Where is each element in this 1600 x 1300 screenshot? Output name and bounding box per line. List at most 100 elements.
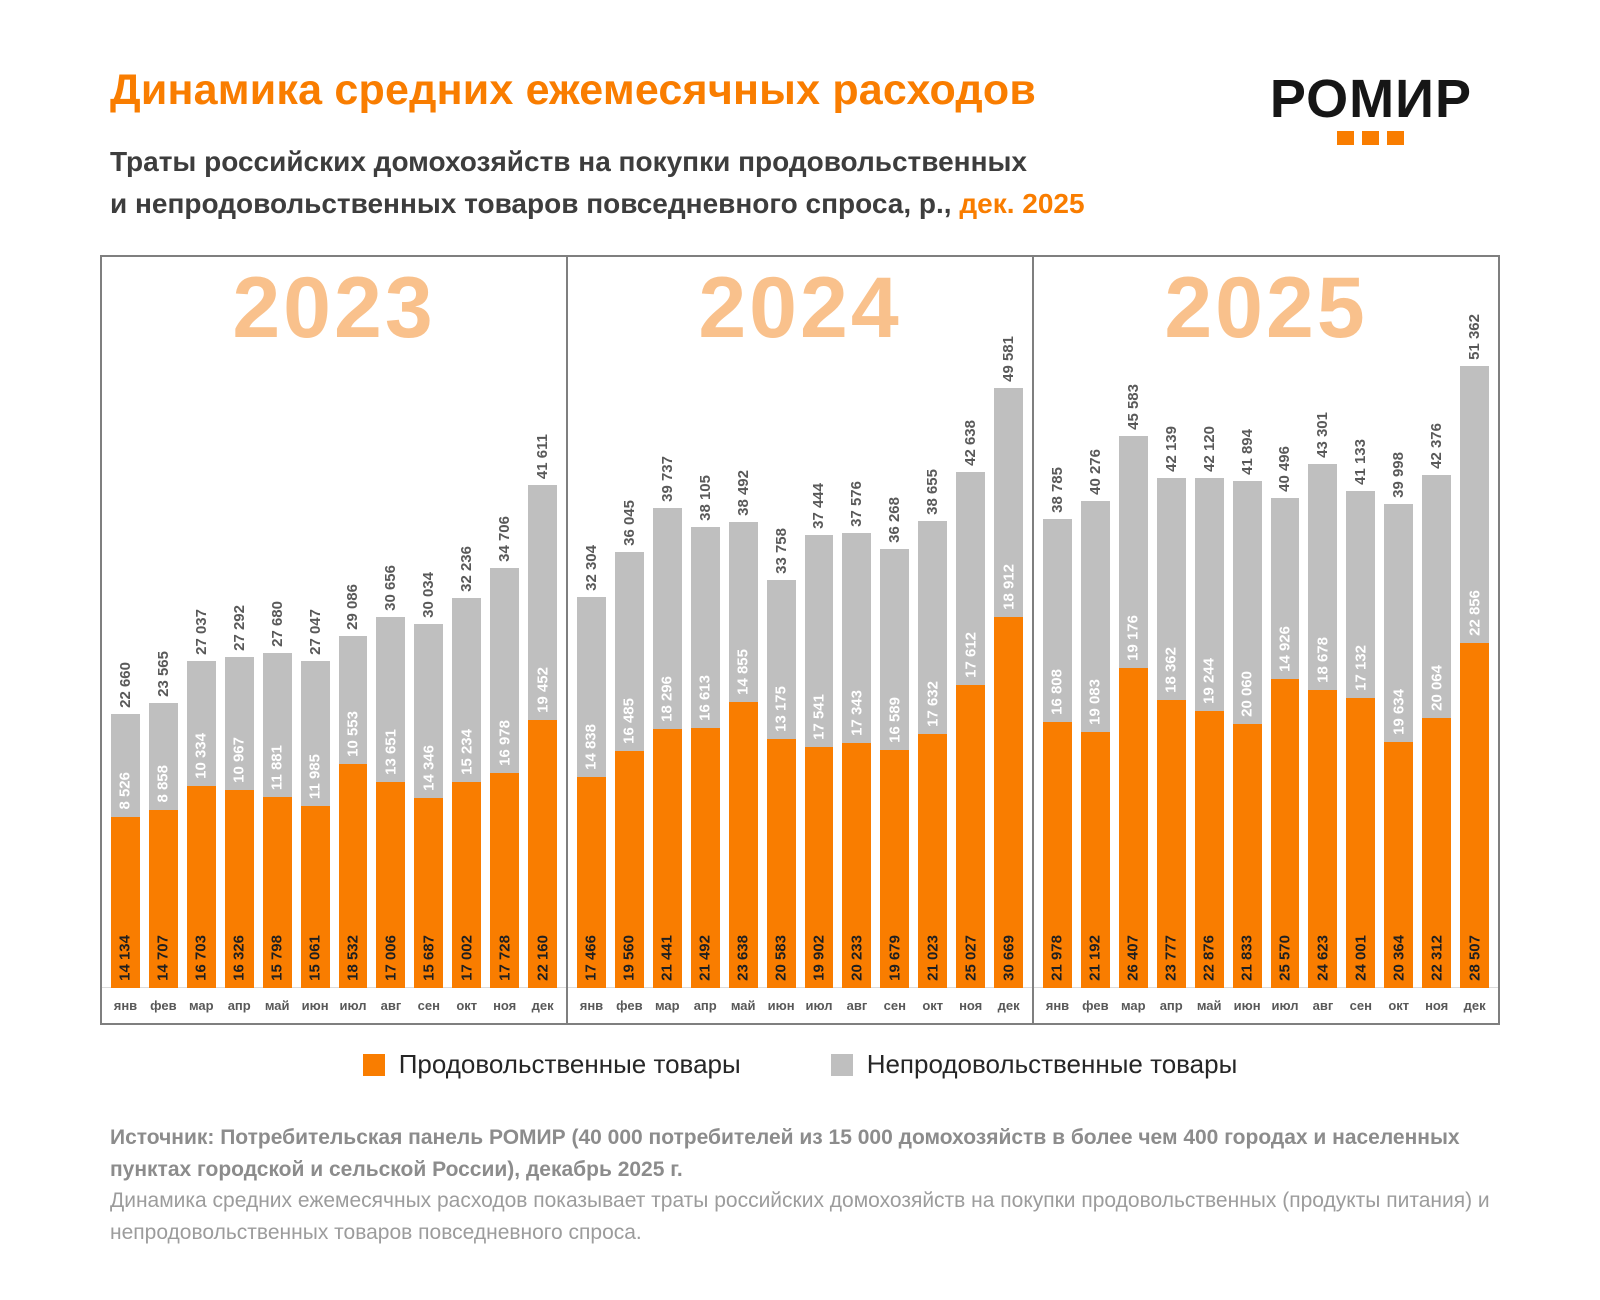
month-axis-label: июл [339, 998, 367, 1013]
bar-total-label: 36 268 [886, 497, 904, 543]
month-axis-label: июн [767, 998, 795, 1013]
logo-dot-icon [1387, 131, 1405, 145]
bar-stack: 32 304 14 838 17 466 [577, 545, 606, 988]
nonfood-swatch-icon [830, 1053, 853, 1076]
bar-stack: 22 660 8 526 14 134 [111, 662, 140, 988]
bar-column-2025-апр: 42 139 18 362 23 777 апр [1156, 257, 1186, 1023]
food-value-label: 21 192 [1086, 935, 1104, 981]
nonfood-bar-segment: 14 346 [414, 624, 444, 798]
bar-column-2023-сен: 30 034 14 346 15 687 сен [414, 257, 444, 1023]
bar-stack: 37 576 17 343 20 233 [842, 481, 872, 988]
nonfood-bar-segment: 17 132 [1346, 491, 1376, 698]
month-axis-label: авг [380, 998, 402, 1013]
bar-total-label: 41 133 [1352, 439, 1370, 485]
nonfood-bar-segment: 19 244 [1194, 478, 1224, 711]
food-value-label: 14 707 [154, 935, 172, 981]
food-bar-segment: 15 687 [414, 798, 444, 988]
bar-column-2024-дек: 49 581 18 912 30 669 дек [994, 257, 1024, 1023]
month-axis-label: апр [1159, 998, 1183, 1013]
food-bar-segment: 21 978 [1043, 722, 1072, 988]
bar-total-label: 42 638 [962, 420, 980, 466]
nonfood-bar-segment: 8 526 [111, 714, 140, 817]
page-title: Динамика средних ежемесячных расходов [110, 66, 1036, 114]
food-bar-segment: 19 679 [880, 750, 910, 988]
bar-column-2024-июл: 37 444 17 541 19 902 июл [804, 257, 834, 1023]
chart-subtitle: Траты российских домохозяйств на покупки… [110, 141, 1500, 225]
food-bar-segment: 28 507 [1460, 643, 1490, 988]
food-bar-segment: 16 326 [224, 790, 254, 988]
nonfood-value-label: 17 612 [962, 632, 980, 678]
month-axis-label: дек [1463, 998, 1486, 1013]
food-bar-segment: 23 777 [1156, 700, 1186, 988]
bar-total-label: 32 304 [582, 545, 600, 591]
month-axis-label: дек [997, 998, 1020, 1013]
bar-column-2024-авг: 37 576 17 343 20 233 авг [842, 257, 872, 1023]
bar-stack: 23 565 8 858 14 707 [148, 651, 178, 988]
bar-stack: 39 737 18 296 21 441 [652, 456, 682, 988]
bar-stack: 29 086 10 553 18 532 [338, 584, 368, 988]
bar-stack: 49 581 18 912 30 669 [994, 336, 1024, 988]
food-value-label: 19 560 [620, 935, 638, 981]
nonfood-bar-segment: 10 553 [338, 636, 368, 764]
bar-stack: 41 894 20 060 21 833 [1232, 429, 1262, 988]
food-bar-segment: 17 466 [577, 777, 606, 988]
bar-stack: 42 139 18 362 23 777 [1156, 426, 1186, 988]
bar-total-label: 37 576 [848, 481, 866, 527]
bar-total-label: 40 276 [1086, 449, 1104, 495]
nonfood-bar-segment: 16 613 [690, 527, 720, 728]
legend-nonfood-label: Непродовольственные товары [866, 1049, 1238, 1079]
month-axis-label: окт [456, 998, 478, 1013]
bar-columns: 22 660 8 526 14 134 янв 23 565 8 858 14 707 фев… [111, 257, 558, 1023]
bar-total-label: 34 706 [496, 516, 514, 562]
bar-stack: 37 444 17 541 19 902 [804, 483, 834, 988]
food-bar-segment: 30 669 [994, 617, 1024, 988]
food-value-label: 21 023 [924, 935, 942, 981]
bar-total-label: 33 758 [772, 528, 790, 574]
food-value-label: 21 492 [696, 935, 714, 981]
bar-stack: 30 656 13 651 17 006 [376, 565, 406, 988]
bar-total-label: 27 680 [268, 601, 286, 647]
nonfood-bar-segment: 17 541 [804, 535, 834, 747]
nonfood-bar-segment: 18 362 [1156, 478, 1186, 700]
bar-total-label: 42 139 [1162, 426, 1180, 472]
bar-column-2025-сен: 41 133 17 132 24 001 сен [1346, 257, 1376, 1023]
bar-stack: 27 680 11 881 15 798 [262, 601, 292, 988]
bar-total-label: 38 105 [696, 475, 714, 521]
chart-legend: Продовольственные товары Непродовольстве… [0, 1049, 1600, 1080]
food-bar-segment: 17 002 [452, 782, 482, 988]
month-axis-label: янв [113, 998, 138, 1013]
month-axis-label: дек [531, 998, 554, 1013]
food-value-label: 21 441 [658, 935, 676, 981]
nonfood-value-label: 10 553 [344, 711, 362, 757]
nonfood-bar-segment: 14 838 [577, 597, 606, 777]
nonfood-value-label: 18 912 [1000, 564, 1018, 610]
nonfood-bar-segment: 16 808 [1043, 519, 1072, 722]
bar-total-label: 40 496 [1276, 446, 1294, 492]
month-axis-label: сен [883, 998, 906, 1013]
month-axis-label: ноя [1425, 998, 1449, 1013]
nonfood-bar-segment: 19 452 [528, 485, 558, 720]
bar-total-label: 36 045 [620, 500, 638, 546]
food-bar-segment: 20 364 [1384, 742, 1414, 988]
food-bar-segment: 15 061 [300, 806, 330, 988]
month-axis-label: окт [1388, 998, 1410, 1013]
food-value-label: 22 876 [1200, 935, 1218, 981]
nonfood-bar-segment: 22 856 [1460, 366, 1490, 643]
nonfood-bar-segment: 18 678 [1308, 464, 1338, 690]
month-axis-label: мар [188, 998, 214, 1013]
nonfood-value-label: 16 613 [696, 675, 714, 721]
month-axis-label: июн [1233, 998, 1261, 1013]
nonfood-bar-segment: 16 485 [614, 552, 644, 751]
food-value-label: 18 532 [344, 935, 362, 981]
month-axis-label: май [264, 998, 290, 1013]
food-bar-segment: 16 703 [186, 786, 216, 988]
bar-stack: 38 655 17 632 21 023 [918, 469, 948, 988]
bar-column-2023-авг: 30 656 13 651 17 006 авг [376, 257, 406, 1023]
footer: Источник: Потребительская панель РОМИР (… [110, 1122, 1500, 1248]
nonfood-value-label: 11 881 [268, 744, 286, 790]
bar-stack: 51 362 22 856 28 507 [1460, 314, 1490, 988]
nonfood-value-label: 8 858 [154, 765, 172, 803]
bar-stack: 36 045 16 485 19 560 [614, 500, 644, 988]
bar-stack: 39 998 19 634 20 364 [1384, 452, 1414, 988]
